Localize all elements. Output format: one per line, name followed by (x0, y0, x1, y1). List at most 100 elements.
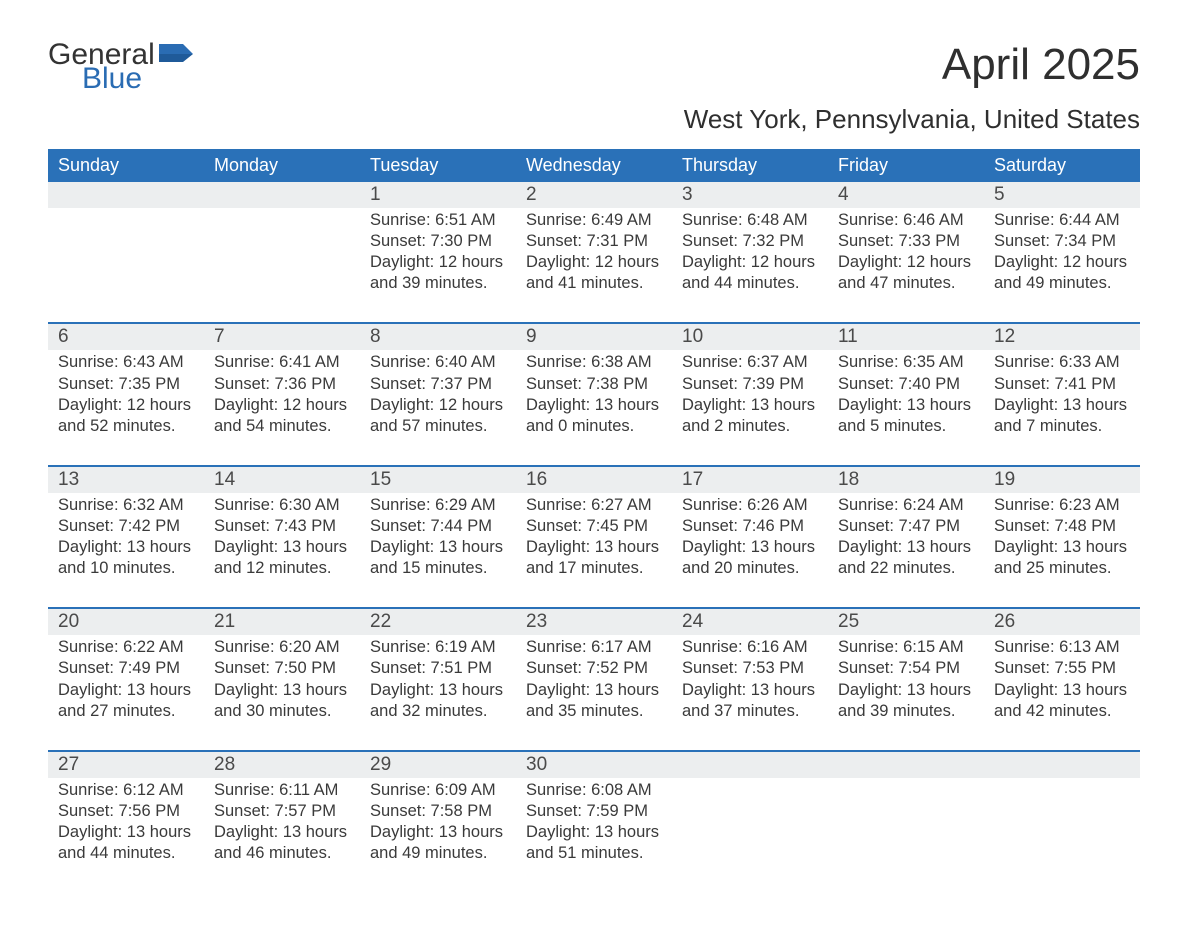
day-sunrise: Sunrise: 6:22 AM (58, 637, 194, 658)
day-cell (48, 208, 204, 322)
day-daylight2: and 2 minutes. (682, 416, 818, 437)
day-daylight1: Daylight: 13 hours (370, 537, 506, 558)
day-cell: Sunrise: 6:33 AMSunset: 7:41 PMDaylight:… (984, 350, 1140, 464)
day-daylight1: Daylight: 13 hours (58, 680, 194, 701)
day-cell: Sunrise: 6:13 AMSunset: 7:55 PMDaylight:… (984, 635, 1140, 749)
dow-header-row: Sunday Monday Tuesday Wednesday Thursday… (48, 149, 1140, 182)
day-daylight2: and 0 minutes. (526, 416, 662, 437)
day-number: 6 (48, 324, 204, 350)
day-number: 15 (360, 467, 516, 493)
day-daylight1: Daylight: 13 hours (838, 537, 974, 558)
day-daylight1: Daylight: 13 hours (682, 680, 818, 701)
day-body-row: Sunrise: 6:22 AMSunset: 7:49 PMDaylight:… (48, 635, 1140, 749)
day-daylight2: and 32 minutes. (370, 701, 506, 722)
day-cell: Sunrise: 6:37 AMSunset: 7:39 PMDaylight:… (672, 350, 828, 464)
day-number: 27 (48, 752, 204, 778)
day-daylight1: Daylight: 13 hours (994, 395, 1130, 416)
day-cell: Sunrise: 6:08 AMSunset: 7:59 PMDaylight:… (516, 778, 672, 892)
day-sunrise: Sunrise: 6:29 AM (370, 495, 506, 516)
calendar-week: 13141516171819Sunrise: 6:32 AMSunset: 7:… (48, 465, 1140, 607)
day-cell (984, 778, 1140, 892)
day-daylight1: Daylight: 13 hours (994, 680, 1130, 701)
day-sunset: Sunset: 7:47 PM (838, 516, 974, 537)
day-daylight1: Daylight: 13 hours (526, 822, 662, 843)
day-sunset: Sunset: 7:44 PM (370, 516, 506, 537)
day-daylight1: Daylight: 13 hours (214, 822, 350, 843)
day-number (984, 752, 1140, 778)
day-body-row: Sunrise: 6:51 AMSunset: 7:30 PMDaylight:… (48, 208, 1140, 322)
day-cell: Sunrise: 6:12 AMSunset: 7:56 PMDaylight:… (48, 778, 204, 892)
month-title: April 2025 (684, 40, 1140, 90)
day-sunset: Sunset: 7:46 PM (682, 516, 818, 537)
day-cell: Sunrise: 6:46 AMSunset: 7:33 PMDaylight:… (828, 208, 984, 322)
dow-cell: Monday (204, 149, 360, 182)
brand-logo: General Blue (48, 40, 193, 94)
day-cell: Sunrise: 6:32 AMSunset: 7:42 PMDaylight:… (48, 493, 204, 607)
day-number: 14 (204, 467, 360, 493)
day-daylight1: Daylight: 13 hours (838, 680, 974, 701)
day-number: 26 (984, 609, 1140, 635)
day-sunrise: Sunrise: 6:13 AM (994, 637, 1130, 658)
day-cell: Sunrise: 6:38 AMSunset: 7:38 PMDaylight:… (516, 350, 672, 464)
day-sunrise: Sunrise: 6:38 AM (526, 352, 662, 373)
day-sunset: Sunset: 7:43 PM (214, 516, 350, 537)
day-cell: Sunrise: 6:30 AMSunset: 7:43 PMDaylight:… (204, 493, 360, 607)
day-number: 25 (828, 609, 984, 635)
day-cell: Sunrise: 6:41 AMSunset: 7:36 PMDaylight:… (204, 350, 360, 464)
calendar-week: 20212223242526Sunrise: 6:22 AMSunset: 7:… (48, 607, 1140, 749)
dow-cell: Friday (828, 149, 984, 182)
day-number (828, 752, 984, 778)
day-daylight1: Daylight: 13 hours (214, 680, 350, 701)
day-number: 20 (48, 609, 204, 635)
day-sunrise: Sunrise: 6:49 AM (526, 210, 662, 231)
calendar: Sunday Monday Tuesday Wednesday Thursday… (48, 149, 1140, 892)
day-cell: Sunrise: 6:19 AMSunset: 7:51 PMDaylight:… (360, 635, 516, 749)
day-daylight2: and 39 minutes. (838, 701, 974, 722)
day-sunset: Sunset: 7:53 PM (682, 658, 818, 679)
day-daylight2: and 49 minutes. (994, 273, 1130, 294)
day-number (672, 752, 828, 778)
day-number: 12 (984, 324, 1140, 350)
calendar-week: 6789101112Sunrise: 6:43 AMSunset: 7:35 P… (48, 322, 1140, 464)
day-number: 2 (516, 182, 672, 208)
day-sunset: Sunset: 7:59 PM (526, 801, 662, 822)
day-cell: Sunrise: 6:24 AMSunset: 7:47 PMDaylight:… (828, 493, 984, 607)
day-daylight1: Daylight: 13 hours (370, 680, 506, 701)
day-cell: Sunrise: 6:20 AMSunset: 7:50 PMDaylight:… (204, 635, 360, 749)
day-sunrise: Sunrise: 6:32 AM (58, 495, 194, 516)
day-cell: Sunrise: 6:11 AMSunset: 7:57 PMDaylight:… (204, 778, 360, 892)
day-daylight2: and 42 minutes. (994, 701, 1130, 722)
daynum-row: 12345 (48, 182, 1140, 208)
day-daylight1: Daylight: 12 hours (526, 252, 662, 273)
day-sunset: Sunset: 7:54 PM (838, 658, 974, 679)
day-sunrise: Sunrise: 6:17 AM (526, 637, 662, 658)
day-number: 22 (360, 609, 516, 635)
flag-icon (159, 40, 193, 62)
day-sunrise: Sunrise: 6:24 AM (838, 495, 974, 516)
day-cell (204, 208, 360, 322)
day-sunset: Sunset: 7:33 PM (838, 231, 974, 252)
day-sunrise: Sunrise: 6:19 AM (370, 637, 506, 658)
dow-cell: Sunday (48, 149, 204, 182)
day-cell (828, 778, 984, 892)
day-sunrise: Sunrise: 6:44 AM (994, 210, 1130, 231)
day-daylight2: and 39 minutes. (370, 273, 506, 294)
day-daylight2: and 10 minutes. (58, 558, 194, 579)
day-daylight1: Daylight: 12 hours (370, 252, 506, 273)
day-sunrise: Sunrise: 6:33 AM (994, 352, 1130, 373)
day-body-row: Sunrise: 6:43 AMSunset: 7:35 PMDaylight:… (48, 350, 1140, 464)
day-daylight2: and 54 minutes. (214, 416, 350, 437)
day-sunrise: Sunrise: 6:37 AM (682, 352, 818, 373)
day-daylight2: and 7 minutes. (994, 416, 1130, 437)
day-cell: Sunrise: 6:16 AMSunset: 7:53 PMDaylight:… (672, 635, 828, 749)
day-daylight1: Daylight: 12 hours (58, 395, 194, 416)
day-body-row: Sunrise: 6:32 AMSunset: 7:42 PMDaylight:… (48, 493, 1140, 607)
day-sunset: Sunset: 7:52 PM (526, 658, 662, 679)
day-daylight1: Daylight: 13 hours (994, 537, 1130, 558)
day-daylight1: Daylight: 13 hours (58, 822, 194, 843)
day-sunset: Sunset: 7:49 PM (58, 658, 194, 679)
day-number: 3 (672, 182, 828, 208)
day-daylight1: Daylight: 13 hours (370, 822, 506, 843)
day-cell (672, 778, 828, 892)
day-number: 16 (516, 467, 672, 493)
